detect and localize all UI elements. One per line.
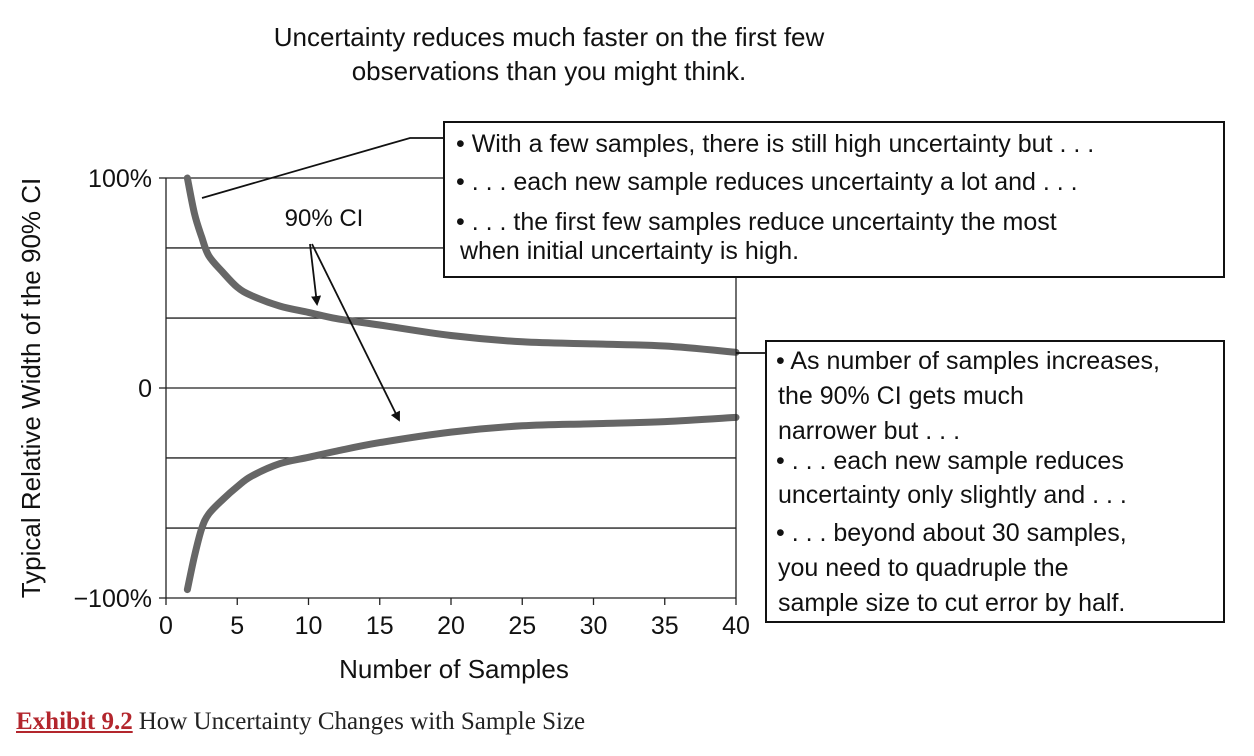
chart-title-line: observations than you might think. xyxy=(352,56,747,86)
x-axis-label: Number of Samples xyxy=(339,654,569,684)
y-axis-label: Typical Relative Width of the 90% CI xyxy=(16,178,46,599)
x-tick-label: 40 xyxy=(722,612,750,640)
right-callout-line: narrower but . . . xyxy=(778,417,960,445)
x-tick-label: 25 xyxy=(508,612,536,640)
right-callout-line: • . . . beyond about 30 samples, xyxy=(776,519,1127,547)
right-callout-line: • . . . each new sample reduces xyxy=(776,447,1124,475)
ci-label: 90% CI xyxy=(285,205,364,232)
right-callout-line: • As number of samples increases, xyxy=(776,347,1160,375)
x-tick-label: 10 xyxy=(295,612,323,640)
upper-bound-curve xyxy=(183,174,740,356)
right-callout-line: you need to quadruple the xyxy=(778,554,1069,582)
top-callout-line: • . . . the first few samples reduce unc… xyxy=(456,208,1057,236)
right-callout-line: uncertainty only slightly and . . . xyxy=(778,481,1127,509)
exhibit-label-link[interactable]: Exhibit 9.2 xyxy=(16,708,133,735)
y-tick-label: 0 xyxy=(138,375,152,403)
top-callout-box xyxy=(443,121,1225,278)
right-callout-line: sample size to cut error by half. xyxy=(778,589,1125,617)
x-tick-label: 15 xyxy=(366,612,394,640)
ci-arrow-upper xyxy=(309,243,322,306)
top-callout-leader xyxy=(201,137,444,199)
x-tick-label: 0 xyxy=(159,612,173,640)
x-tick-label: 5 xyxy=(230,612,244,640)
lower-bound-curve xyxy=(183,413,740,594)
chart-title-line: Uncertainty reduces much faster on the f… xyxy=(274,22,825,52)
x-tick-label: 30 xyxy=(580,612,608,640)
x-tick-label: 20 xyxy=(437,612,465,640)
top-callout-line: • With a few samples, there is still hig… xyxy=(456,130,1094,158)
caption-text: How Uncertainty Changes with Sample Size xyxy=(138,708,586,735)
top-callout-line: when initial uncertainty is high. xyxy=(459,237,799,265)
ci-arrow-lower xyxy=(311,243,400,422)
x-tick-label: 35 xyxy=(651,612,679,640)
y-tick-label: 100% xyxy=(88,165,152,193)
y-tick-label: −100% xyxy=(73,585,152,613)
figure-caption: Exhibit 9.2 How Uncertainty Changes with … xyxy=(16,708,585,736)
top-callout-line: • . . . each new sample reduces uncertai… xyxy=(456,168,1078,196)
right-callout-box xyxy=(765,340,1225,623)
right-callout-line: the 90% CI gets much xyxy=(778,382,1024,410)
